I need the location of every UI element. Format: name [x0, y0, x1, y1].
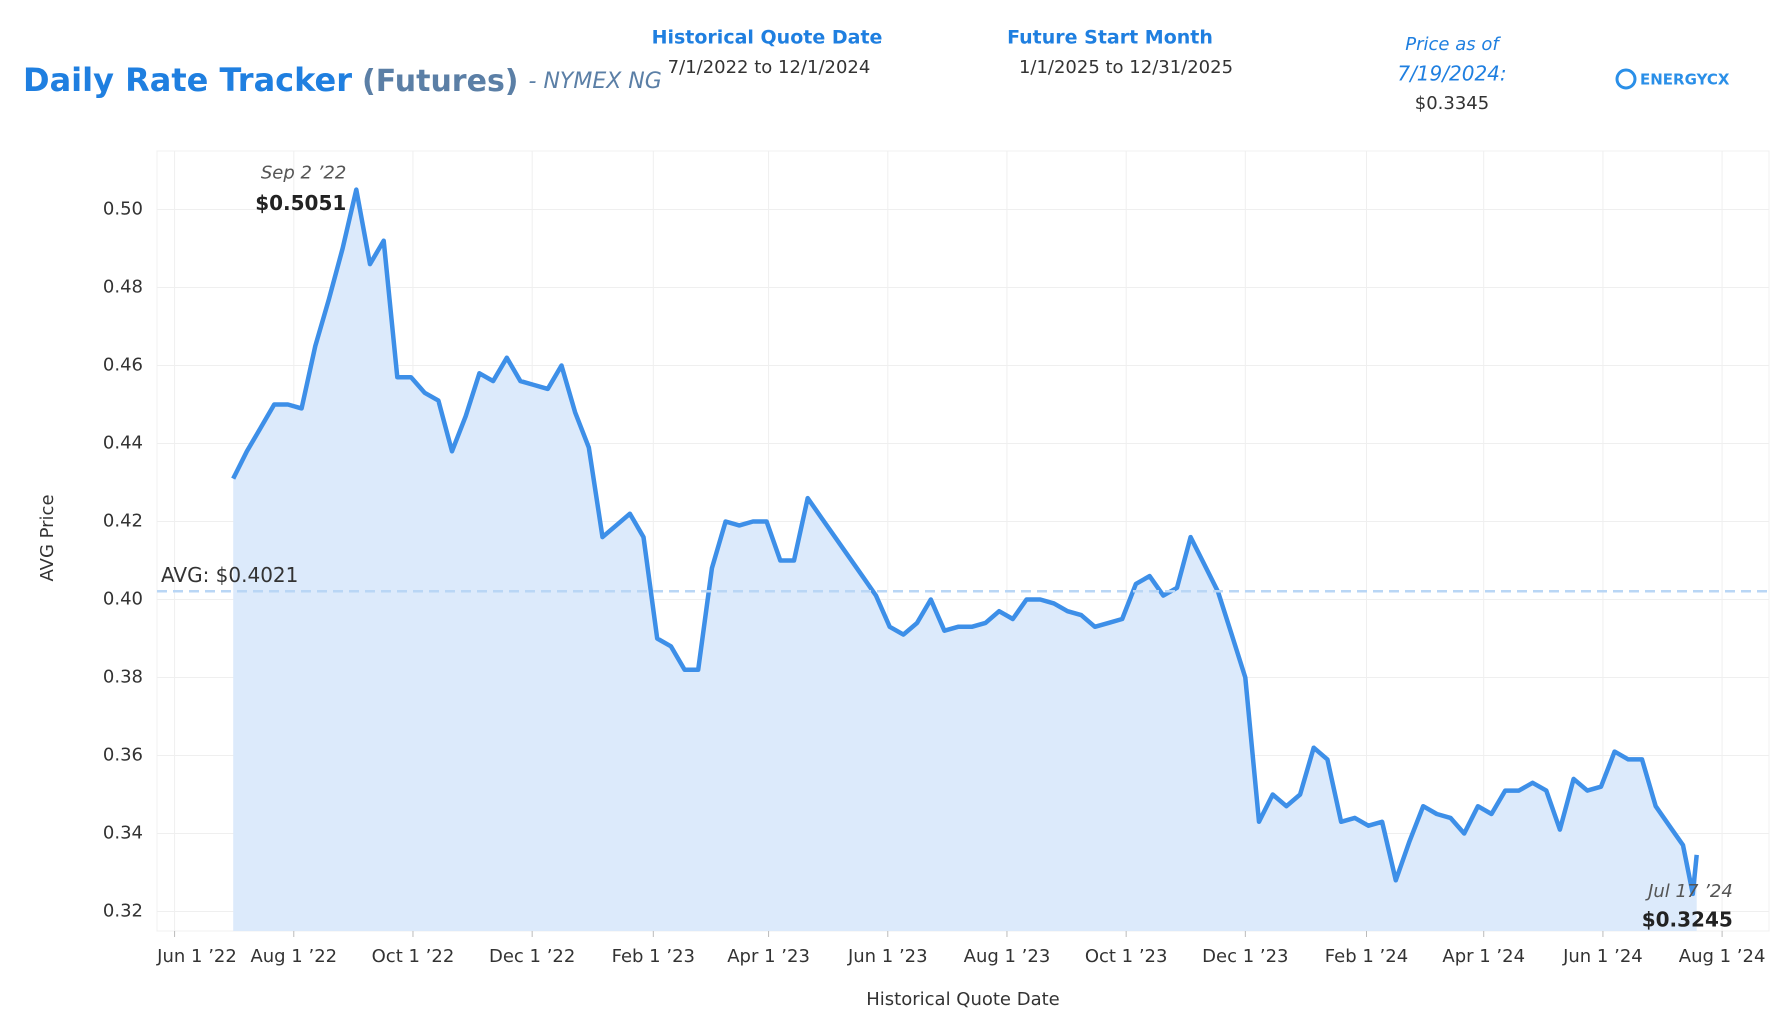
x-tick-label: Dec 1 ’22 — [489, 946, 575, 967]
filter-value[interactable]: 1/1/2025 to 12/31/2025 — [1019, 57, 1233, 78]
annotation-date: Jul 17 ’24 — [1645, 881, 1733, 902]
dashboard-title: Daily Rate Tracker (Futures) - NYMEX NG — [23, 61, 662, 99]
x-axis-title: Historical Quote Date — [866, 989, 1060, 1010]
price-date: 7/19/2024: — [1397, 62, 1506, 86]
plot: 0.32 0.34 0.36 0.38 0.40 0.42 0.44 0.46 0.48 0.50… — [37, 150, 1770, 1010]
title-main: Daily Rate Tracker — [23, 61, 352, 99]
logo-icon — [1615, 68, 1637, 90]
annotation-value: $0.3245 — [1642, 907, 1733, 931]
x-tick-label: Apr 1 ’23 — [727, 946, 810, 967]
x-tick-label: Apr 1 ’24 — [1442, 946, 1525, 967]
y-tick-label: 0.44 — [103, 433, 143, 454]
x-tick-label: Feb 1 ’23 — [612, 946, 695, 967]
price-value: $0.3345 — [1415, 93, 1489, 114]
annotation-value: $0.5051 — [255, 191, 346, 215]
y-axis-title: AVG Price — [37, 494, 58, 581]
x-tick-label: Dec 1 ’23 — [1202, 946, 1288, 967]
y-tick-label: 0.36 — [103, 745, 143, 766]
y-tick-label: 0.48 — [103, 277, 143, 298]
area-fill — [233, 189, 1697, 932]
y-tick-label: 0.38 — [103, 667, 143, 688]
logo-text: ENERGYCX — [1640, 71, 1730, 89]
price-label: Price as of — [1405, 34, 1501, 55]
y-tick-label: 0.46 — [103, 355, 143, 376]
x-tick-label: Jun 1 ’24 — [1562, 946, 1643, 967]
annotation-date: Sep 2 ’22 — [261, 163, 346, 184]
y-tick-label: 0.40 — [103, 589, 143, 610]
logo: ENERGYCX — [1615, 68, 1730, 90]
y-tick-label: 0.50 — [103, 199, 143, 220]
title-suffix: (Futures) — [362, 64, 518, 99]
x-tick-label: Feb 1 ’24 — [1325, 946, 1408, 967]
x-tick-label: Aug 1 ’22 — [250, 946, 337, 967]
filter-label: Historical Quote Date — [652, 27, 883, 49]
x-tick-label: Oct 1 ’23 — [1085, 946, 1168, 967]
x-tick-label: Aug 1 ’23 — [964, 946, 1051, 967]
x-tick-label: Jun 1 ’23 — [847, 946, 928, 967]
price-line — [231, 187, 1699, 897]
y-tick-label: 0.32 — [103, 901, 143, 922]
reference-label: AVG: $0.4021 — [161, 563, 298, 587]
x-tick-label: Oct 1 ’22 — [372, 946, 455, 967]
x-tick-label: Jun 1 ’22 — [156, 946, 237, 967]
title-subtitle: - NYMEX NG — [529, 69, 662, 94]
filter-value[interactable]: 7/1/2022 to 12/1/2024 — [668, 57, 871, 78]
x-tick-label: Aug 1 ’24 — [1679, 946, 1766, 967]
filter-label: Future Start Month — [1007, 27, 1213, 49]
y-tick-label: 0.34 — [103, 823, 143, 844]
y-tick-label: 0.42 — [103, 511, 143, 532]
